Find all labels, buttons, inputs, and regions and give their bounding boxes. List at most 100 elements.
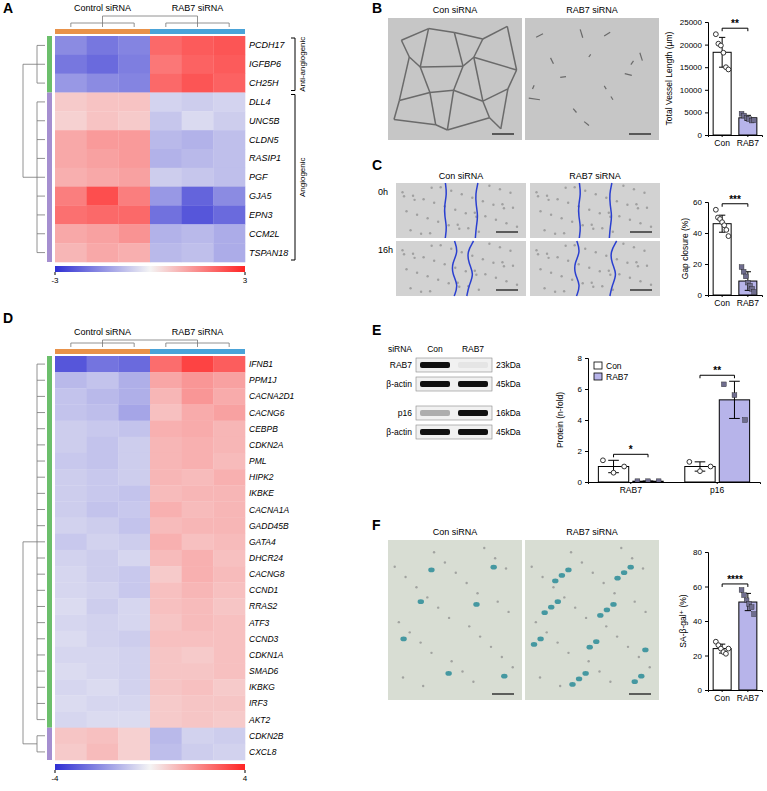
heatmap-cell <box>87 111 119 130</box>
cell <box>563 290 565 292</box>
row-label: PGF <box>249 172 268 182</box>
heatmap-cell <box>55 55 87 74</box>
data-point <box>721 50 726 55</box>
heatmap-cell <box>118 437 150 453</box>
cell <box>602 582 604 584</box>
dendrogram <box>103 340 198 341</box>
cell <box>403 253 405 255</box>
bar <box>739 602 757 690</box>
heatmap-cell <box>118 712 150 728</box>
colorbar-tick <box>245 770 246 773</box>
time-label: 0h <box>378 187 388 197</box>
cell <box>448 224 450 226</box>
image-label: Con siRNA <box>433 527 478 537</box>
cell <box>484 215 486 217</box>
heatmap-cell <box>55 485 87 501</box>
heatmap-cell <box>213 404 245 420</box>
tick-mark <box>585 389 588 390</box>
heatmap-cell <box>118 356 150 372</box>
cell <box>595 193 597 195</box>
row-label: CH25H <box>249 78 279 88</box>
heatmap-cell <box>150 598 182 614</box>
colorbar <box>55 764 245 770</box>
dendrogram <box>37 380 45 381</box>
tick-label: 25000 <box>680 18 703 27</box>
cell <box>501 203 503 205</box>
cell <box>598 670 600 672</box>
bar-chart: 02468RAB7p16Protein (n-fold)***ConRAB7 <box>555 354 761 495</box>
blot-strip <box>416 406 492 420</box>
cell <box>482 258 484 260</box>
data-point <box>635 479 640 482</box>
tick: 4 <box>578 416 588 425</box>
heatmap-cell <box>213 469 245 485</box>
legend-label: RAB7 <box>606 372 628 382</box>
row-label: CEBPB <box>249 424 278 434</box>
cell <box>433 202 435 204</box>
heatmap-cell <box>150 534 182 550</box>
row-label: ATF3 <box>248 618 269 628</box>
row-label: CDKN2B <box>249 731 284 741</box>
colorbar-tick <box>55 770 56 773</box>
heatmap-cell <box>182 582 214 598</box>
micrograph <box>396 183 526 238</box>
row-label: CXCL8 <box>249 747 277 757</box>
cell <box>505 567 507 569</box>
cell <box>505 280 507 282</box>
cell <box>503 207 505 209</box>
tick-mark <box>705 690 708 691</box>
tick: 80 <box>693 548 708 557</box>
data-point <box>713 32 718 37</box>
tick-label: 60 <box>693 583 702 592</box>
data-point <box>611 470 616 475</box>
cell <box>482 200 484 202</box>
dendrogram <box>37 574 45 575</box>
cells <box>55 356 245 760</box>
blot-row-label: β-actin <box>386 379 412 389</box>
stained-cell <box>642 648 648 653</box>
image-label: RAB7 siRNA <box>566 527 618 537</box>
stained-cell <box>531 642 537 647</box>
scale-bar <box>496 231 518 233</box>
cell <box>401 191 403 193</box>
heatmap-cell <box>55 598 87 614</box>
heatmap-cell <box>213 187 245 206</box>
cell <box>509 192 511 194</box>
tick-mark <box>705 587 708 588</box>
heatmap-cell <box>55 647 87 663</box>
tick-label: Con <box>714 138 730 148</box>
cell <box>478 289 480 291</box>
error-bar <box>729 381 740 418</box>
cell <box>420 233 422 235</box>
row-label: UNC5B <box>249 116 280 126</box>
axis-title: Total Vessel Length (µm) <box>664 31 674 125</box>
cell <box>574 606 576 608</box>
heatmap-cell <box>182 206 214 225</box>
dendrogram <box>37 687 45 688</box>
heatmap-cell <box>87 74 119 93</box>
row-label: CCND3 <box>249 634 279 644</box>
heatmap-cell <box>87 243 119 262</box>
heatmap-cell <box>55 631 87 647</box>
cell <box>642 567 644 569</box>
vessel <box>604 32 610 36</box>
cell <box>471 197 473 199</box>
cell <box>512 666 514 668</box>
micrograph <box>388 540 522 700</box>
vessel <box>474 39 483 57</box>
cell <box>471 255 473 257</box>
cell <box>429 232 431 234</box>
heatmap-cell <box>150 130 182 149</box>
vessel <box>483 101 490 118</box>
tick-label: Con <box>714 298 730 308</box>
heatmap-cell <box>182 566 214 582</box>
row-label: CDKN2A <box>249 440 284 450</box>
dendrogram <box>134 23 135 27</box>
heatmap-cell <box>150 224 182 243</box>
cell <box>437 221 439 223</box>
tick-label: 20000 <box>680 41 703 50</box>
cell <box>416 214 418 216</box>
tick-label: 4 <box>578 416 583 425</box>
heatmap-cell <box>87 149 119 168</box>
heatmap-cell <box>150 356 182 372</box>
